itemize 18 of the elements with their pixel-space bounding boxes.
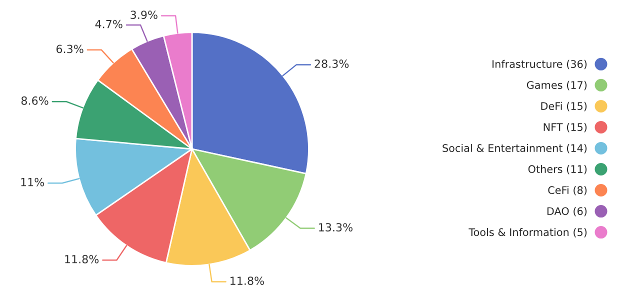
data-label: 6.3% (56, 44, 84, 54)
legend-label: CeFi (8) (548, 186, 587, 196)
data-label: 11.8% (230, 276, 264, 285)
data-label: 11.8% (65, 254, 99, 264)
data-label: 8.6% (21, 96, 48, 105)
data-label: 28.3% (314, 60, 349, 68)
legend-label: Tools & Information (5) (468, 228, 587, 238)
legend-label: Others (11) (528, 164, 587, 174)
legend-label: DAO (6) (547, 207, 587, 216)
legend-label: DeFi (15) (541, 102, 587, 112)
data-label: 11% (21, 178, 44, 186)
data-label: 4.7% (95, 20, 122, 28)
legend-label: Games (17) (526, 80, 587, 90)
data-label: 13.3% (319, 223, 353, 232)
legend-label: Infrastructure (36) (492, 60, 587, 70)
data-label: 3.9% (130, 10, 158, 20)
legend-label: NFT (15) (544, 122, 587, 132)
legend-label: Social & Entertainment (14) (442, 144, 587, 154)
